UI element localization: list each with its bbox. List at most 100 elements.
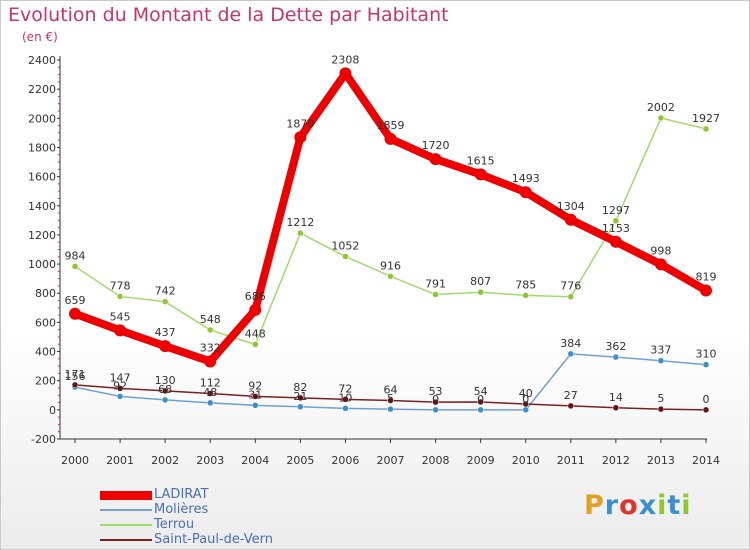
data-point [567,350,575,358]
data-label: 53 [429,385,443,398]
data-point [657,114,665,122]
data-point [612,404,620,412]
data-point [206,326,214,334]
y-tick-label: 1800 [28,141,56,154]
data-point [477,288,484,296]
data-label: 1304 [557,200,585,213]
data-label: 31 [248,388,262,401]
data-label: 0 [703,393,710,406]
data-label: 998 [650,244,671,257]
data-point [432,291,439,298]
data-label: 72 [338,382,352,395]
data-point [342,396,349,403]
data-point [342,253,349,260]
data-label: 64 [384,384,398,397]
data-point [657,405,665,413]
data-label: 147 [110,371,131,384]
data-label: 984 [65,249,86,262]
data-point [522,400,529,408]
data-point [71,263,79,270]
data-point [387,273,394,280]
x-tick-label: 2003 [196,454,224,467]
data-point [612,353,620,361]
legend-swatch [100,509,152,511]
data-label: 171 [65,368,86,381]
data-point [564,213,577,226]
data-label: 1493 [512,172,540,185]
data-point [206,390,214,397]
data-label: 92 [113,379,127,392]
data-label: 0 [477,393,484,406]
series-line-ladirat [71,69,710,366]
legend-label: Molières [154,502,209,517]
logo-letter: P [584,490,605,521]
data-point [522,292,529,299]
x-tick-label: 2002 [151,454,179,467]
logo-letter: i [681,490,692,521]
data-label: 2002 [647,101,675,114]
data-point [657,357,665,364]
data-point [297,394,304,402]
legend-label: LADIRAT [154,487,209,502]
data-point [477,398,484,406]
data-point [702,125,710,133]
data-label: 48 [203,386,217,399]
x-tick-label: 2010 [512,454,540,467]
data-point [609,235,622,248]
data-label: 742 [155,285,176,298]
data-point [477,406,484,414]
x-tick-label: 2007 [377,454,405,467]
data-point [116,293,124,300]
data-point [116,393,124,400]
y-tick-label: 2000 [28,112,56,125]
legend-label: Terrou [154,517,195,532]
y-tick-label: 1200 [28,229,56,242]
data-label: 659 [65,294,86,307]
legend-swatch [100,539,152,541]
data-point [702,361,710,368]
data-point [342,405,349,412]
data-point [339,67,352,80]
logo-letter: r [604,490,620,521]
data-label: 819 [696,270,717,283]
chart-title: Evolution du Montant de la Dette par Hab… [8,4,449,26]
data-label: 362 [605,340,626,353]
y-tick-label: -200 [31,433,56,446]
data-label: 130 [155,374,176,387]
data-point [204,355,217,368]
data-point [297,229,304,237]
data-label: 112 [200,377,221,390]
data-label: 448 [245,328,266,341]
data-point [519,186,532,199]
x-tick-label: 2012 [602,454,630,467]
x-tick-label: 2011 [557,454,585,467]
data-label: 778 [110,279,131,292]
data-point [567,402,575,410]
data-point [474,168,487,181]
logo-letter: o [619,490,639,521]
logo-letter: t [667,490,682,521]
data-label: 545 [110,310,131,323]
data-point [161,396,169,404]
data-point [159,340,172,353]
legend-swatch [100,490,152,500]
data-point [384,132,397,145]
data-point [297,403,304,411]
data-label: 776 [560,280,581,293]
y-tick-label: 800 [35,287,56,300]
data-point [432,398,439,406]
data-label: 156 [65,370,86,383]
data-label: 82 [293,381,307,394]
x-tick-label: 2001 [106,454,134,467]
data-label: 548 [200,313,221,326]
data-label: 785 [515,278,536,291]
y-tick-label: 2200 [28,83,56,96]
data-label: 14 [609,391,623,404]
data-label: 791 [425,278,446,291]
data-label: 1927 [692,112,720,125]
legend-label: Saint-Paul-de-Vern [154,532,274,547]
data-point [387,397,394,404]
y-tick-label: 0 [49,404,56,417]
data-label: 1720 [422,139,450,152]
